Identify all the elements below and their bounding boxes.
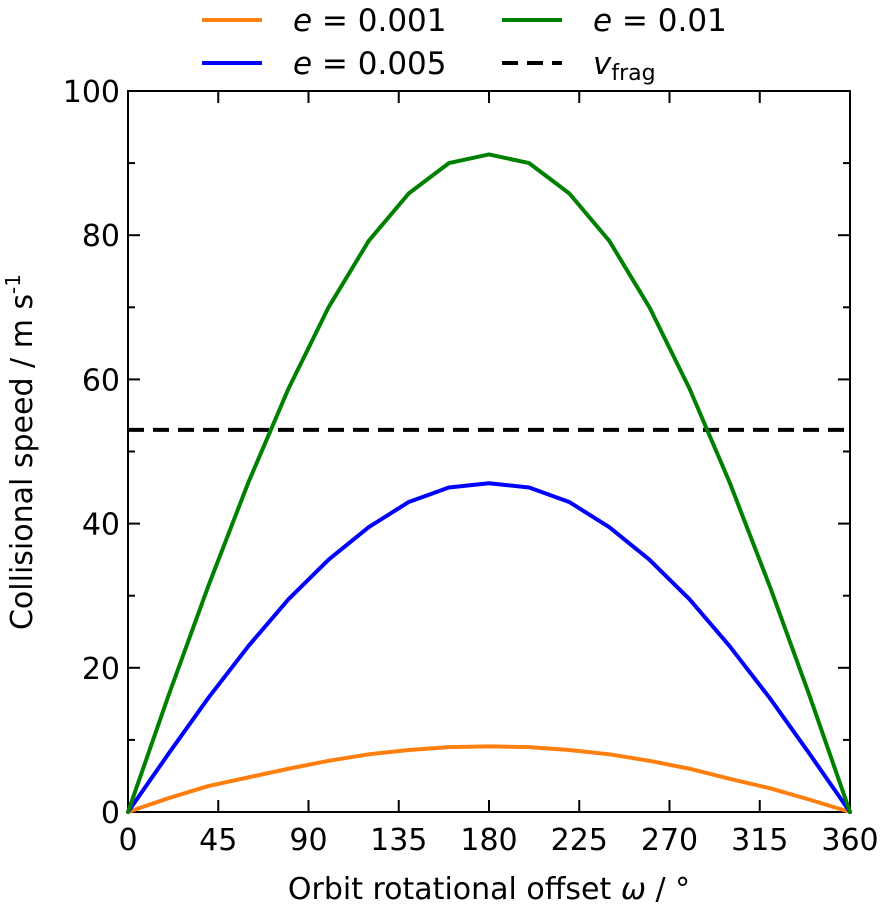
y-tick-label-60: 60 (82, 363, 120, 398)
legend-label-e-0001: e = 0.001 (293, 3, 447, 39)
x-tick-label-270: 270 (641, 823, 698, 858)
series-line-2 (126, 152, 852, 814)
y-tick-labels: 0 20 40 60 80 100 (63, 75, 120, 831)
y-tick-label-40: 40 (82, 508, 120, 543)
x-tick-label-180: 180 (460, 823, 517, 858)
x-axis-label: Orbit rotational offset ω / ° (288, 872, 690, 904)
y-tick-label-20: 20 (82, 652, 120, 687)
legend-label-e-001: e = 0.01 (593, 3, 727, 39)
y-tick-label-80: 80 (82, 219, 120, 254)
y-tick-label-0: 0 (101, 796, 120, 831)
series-line-0 (126, 744, 852, 814)
x-tick-labels: 0 45 90 135 180 225 270 315 360 (118, 823, 878, 858)
axis-ticks (127, 90, 851, 813)
legend-label-vfrag: vfrag (593, 46, 656, 86)
x-tick-label-315: 315 (731, 823, 788, 858)
series-line-1 (126, 481, 852, 814)
x-tick-label-90: 90 (289, 823, 327, 858)
legend: e = 0.001 e = 0.005 e = 0.01 vfrag (202, 3, 727, 86)
y-tick-label-100: 100 (63, 75, 120, 110)
y-axis-label: Collisional speed / m s-1 (1, 274, 40, 630)
x-tick-label-225: 225 (551, 823, 608, 858)
x-tick-label-0: 0 (118, 823, 137, 858)
plot-area-frame (127, 90, 851, 813)
legend-label-e-0005: e = 0.005 (293, 46, 447, 82)
x-tick-label-135: 135 (370, 823, 427, 858)
x-tick-label-360: 360 (821, 823, 878, 858)
series-group (126, 152, 852, 814)
x-tick-label-45: 45 (199, 823, 237, 858)
